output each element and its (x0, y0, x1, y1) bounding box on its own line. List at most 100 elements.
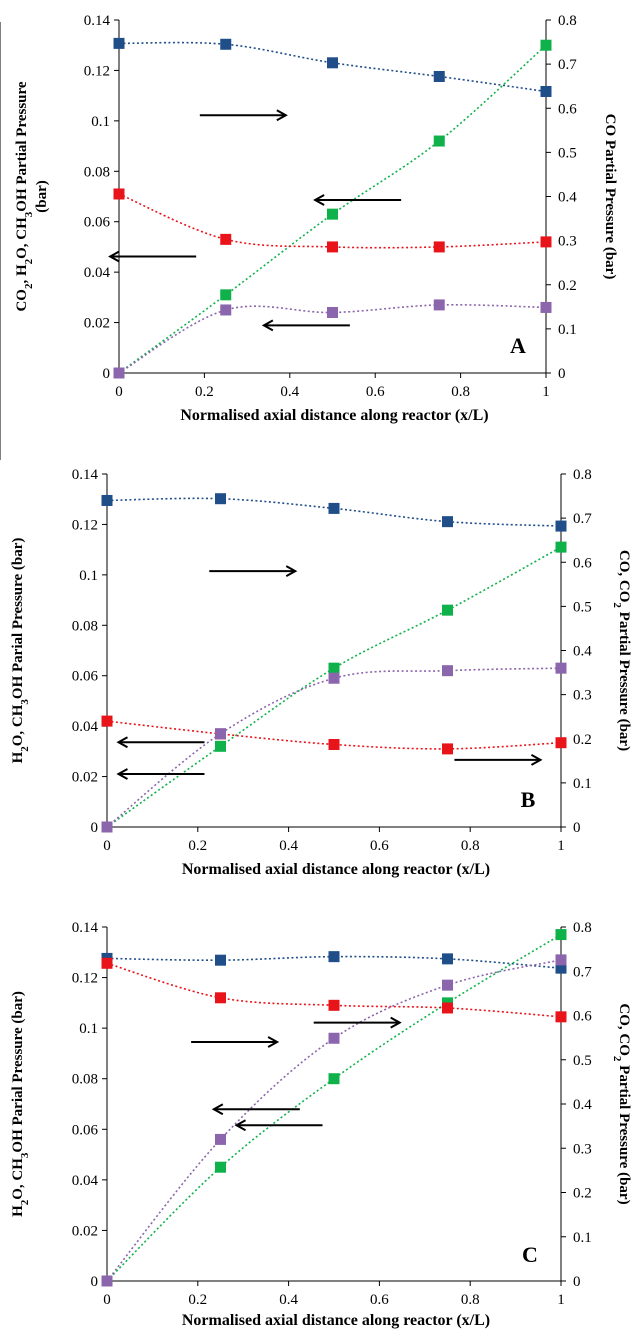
y-right-tick-label: 0.4 (558, 190, 577, 206)
chart-panel-b: 0 0.2 0.4 0.6 0.8 100.020.040.060.080.10.120.… (10, 467, 632, 878)
data-point (540, 39, 552, 51)
series-line (106, 546, 562, 828)
y-left-tick-label: 0.08 (72, 1072, 98, 1088)
y-right-tick-label: 0.4 (573, 644, 592, 660)
y-axis-label-right: CO Partial Pressure (bar) (602, 114, 618, 280)
x-tick-label: 0.8 (451, 384, 470, 400)
annotation-arrow (313, 1016, 402, 1029)
y-left-tick-label: 0.14 (72, 467, 99, 483)
y-right-tick-label: 0.6 (573, 1009, 592, 1025)
series-line (106, 959, 562, 1282)
y-left-tick-label: 0.08 (72, 618, 98, 634)
annotation-arrow (116, 736, 205, 749)
x-tick-label: 1 (557, 838, 565, 854)
x-tick-label: 0.8 (461, 1292, 480, 1308)
y-left-tick-label: 0.06 (72, 1122, 99, 1138)
data-point (328, 662, 340, 674)
data-point (442, 1002, 453, 1014)
annotation-arrow (211, 1103, 300, 1116)
chart-panel-c: 0 0.2 0.4 0.6 0.8 100.020.040.060.080.10.120.… (10, 920, 632, 1329)
data-point (433, 70, 445, 82)
x-tick-label: 0.6 (370, 838, 389, 854)
data-point (328, 999, 340, 1011)
annotation-arrow (116, 768, 205, 780)
y-right-tick-label: 0.3 (558, 234, 577, 250)
y-right-tick-label: 0.2 (573, 1186, 592, 1202)
y-axis-label-left: H2O, CH3OH Parial Pressure (bar) (10, 991, 31, 1217)
y-left-tick-label: 0 (103, 366, 111, 382)
annotation-arrow (234, 1119, 323, 1132)
data-point (101, 494, 113, 506)
data-point (215, 992, 226, 1004)
data-point (101, 957, 113, 969)
y-left-tick-label: 0.1 (79, 1021, 98, 1037)
y-right-tick-label: 0.6 (573, 555, 592, 571)
annotation-arrow (191, 1036, 280, 1048)
annotation-arrow (199, 109, 288, 122)
x-tick-label: 1 (557, 1292, 565, 1308)
data-point (101, 715, 113, 727)
x-tick-label: 0 (115, 384, 123, 400)
annotation-arrow (209, 565, 298, 577)
y-left-tick-label: 0.02 (72, 770, 98, 786)
y-right-tick-label: 0.8 (558, 13, 577, 29)
data-point (327, 208, 338, 220)
data-point (327, 57, 338, 69)
x-tick-label: 0.4 (280, 384, 299, 400)
data-point (328, 1073, 340, 1085)
annotation-arrow (108, 250, 197, 263)
y-right-tick-label: 0.8 (573, 467, 592, 483)
series-line (106, 933, 562, 1282)
y-right-tick-label: 0 (573, 1274, 581, 1290)
y-right-tick-label: 0.2 (558, 278, 577, 294)
y-right-tick-label: 0.2 (573, 732, 592, 748)
data-point (220, 38, 232, 50)
y-right-tick-label: 0.8 (573, 920, 592, 936)
data-point (328, 502, 340, 514)
data-point (442, 516, 453, 528)
data-point (215, 954, 226, 966)
x-tick-label: 0 (103, 838, 111, 854)
data-point (555, 541, 567, 553)
data-point (540, 236, 552, 248)
data-point (555, 954, 567, 966)
y-axis-label-right: CO, CO2 Partial Pressure (bar) (611, 1003, 632, 1204)
y-right-tick-label: 0.1 (573, 776, 592, 792)
series-line (118, 193, 547, 249)
y-axis-label-left: H2O, CH3OH Parial Pressure (bar) (10, 538, 31, 764)
y-right-tick-label: 0.5 (573, 1053, 592, 1069)
x-tick-label: 0.4 (279, 1292, 298, 1308)
data-point (555, 1011, 567, 1023)
y-left-tick-label: 0.04 (72, 1173, 99, 1189)
data-point (113, 367, 125, 379)
data-point (327, 241, 338, 253)
series-line (106, 497, 562, 527)
x-tick-label: 0 (103, 1292, 111, 1308)
data-point (433, 299, 445, 311)
y-right-tick-label: 0.4 (573, 1097, 592, 1113)
x-tick-label: 1 (542, 384, 550, 400)
y-right-tick-label: 0.1 (573, 1230, 592, 1246)
series-line (106, 955, 562, 969)
x-axis-label: Normalised axial distance along reactor … (182, 861, 490, 878)
y-right-tick-label: 0.1 (558, 322, 577, 338)
data-point (215, 1161, 226, 1173)
y-left-tick-label: 0.04 (72, 719, 99, 735)
annotation-arrow (454, 754, 543, 766)
data-point (555, 929, 567, 941)
y-axis-label-right: CO, CO2 Partial Pressure (bar) (611, 550, 632, 751)
y-right-tick-label: 0.5 (558, 145, 577, 161)
y-right-tick-label: 0 (573, 820, 581, 836)
data-point (555, 662, 567, 674)
data-point (555, 520, 567, 532)
data-point (101, 1275, 113, 1287)
panel-label: B (521, 787, 536, 812)
data-point (540, 85, 552, 97)
data-point (113, 188, 125, 200)
y-right-tick-label: 0.6 (558, 101, 577, 117)
y-left-tick-label: 0.06 (72, 669, 99, 685)
y-right-tick-label: 0.7 (558, 57, 577, 73)
data-point (555, 962, 567, 974)
data-point (215, 493, 226, 505)
y-right-tick-label: 0.7 (573, 511, 592, 527)
